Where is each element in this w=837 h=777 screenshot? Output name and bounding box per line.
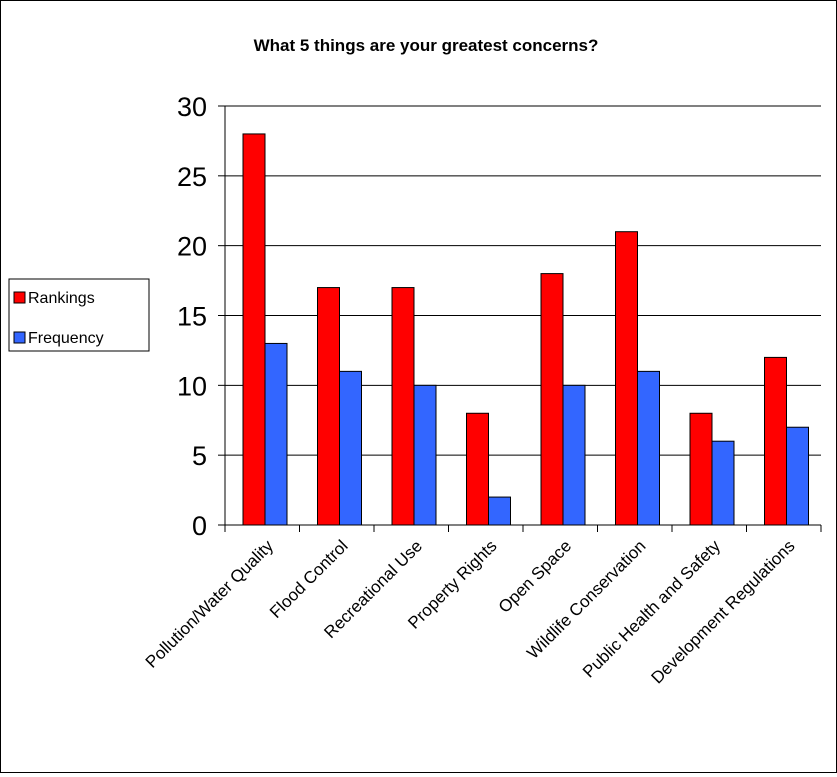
y-tick-label: 10 [177, 371, 207, 401]
bar-rankings-7 [689, 412, 713, 526]
gridlines [225, 105, 821, 456]
y-tick-label: 15 [177, 302, 207, 332]
y-tick-label: 0 [192, 511, 207, 541]
bar-rankings-8 [764, 356, 787, 526]
bar-frequency-6 [637, 370, 660, 526]
x-tick-label: Public Health and Safety [579, 536, 724, 681]
bar-frequency-3 [413, 384, 437, 526]
legend-label-frequency: Frequency [28, 330, 104, 347]
legend-swatch-rankings [13, 291, 26, 304]
y-tick-label: 25 [177, 162, 207, 192]
chart-title: What 5 things are your greatest concerns… [254, 36, 599, 55]
x-tick-label: Pollution/Water Quality [142, 536, 278, 672]
y-tick-label: 20 [177, 232, 207, 262]
legend-label-rankings: Rankings [28, 290, 95, 307]
legend: Rankings Frequency [8, 278, 150, 352]
bar-frequency-8 [786, 426, 809, 526]
x-tick-label: Development Regulations [647, 536, 798, 687]
x-tick-label: Open Space [495, 536, 575, 616]
bar-frequency-5 [562, 384, 586, 526]
legend-swatch-frequency [13, 331, 26, 344]
y-tick-label: 30 [177, 92, 207, 122]
bar-rankings-2 [317, 287, 340, 526]
bars [242, 133, 809, 526]
bar-rankings-5 [540, 273, 564, 526]
bar-frequency-4 [488, 496, 511, 526]
bar-rankings-4 [466, 412, 489, 526]
y-tick-label: 5 [192, 441, 207, 471]
bar-rankings-3 [391, 287, 415, 526]
y-axis-ticks: 0 5 10 15 20 25 30 [177, 92, 225, 541]
bar-frequency-7 [711, 440, 735, 526]
bar-rankings-1 [242, 133, 266, 526]
legend-box [8, 278, 150, 352]
bar-frequency-1 [264, 342, 288, 526]
bar-frequency-2 [339, 370, 362, 526]
bar-rankings-6 [615, 231, 638, 526]
